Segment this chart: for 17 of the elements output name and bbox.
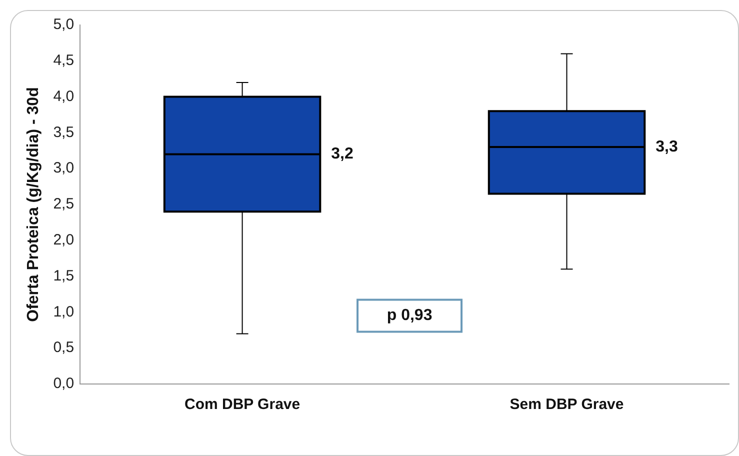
y-tick-label: 3,0 (53, 160, 74, 177)
y-tick-label: 4,0 (53, 88, 74, 105)
y-tick-label: 2,5 (53, 196, 74, 213)
annotation: p 0,93 (386, 307, 432, 324)
y-tick-label: 0,5 (53, 339, 74, 356)
x-tick-label: Sem DBP Grave (510, 396, 624, 414)
x-tick-label: Com DBP Grave (184, 396, 300, 414)
y-tick-label: 3,5 (53, 124, 74, 141)
y-tick-label: 0,0 (53, 375, 74, 392)
y-tick-label: 1,5 (53, 267, 74, 284)
text: 3,3 (656, 138, 678, 156)
y-tick-label: 1,0 (53, 303, 74, 320)
y-tick-label: 4,5 (53, 52, 74, 70)
text: 3,2 (331, 146, 354, 163)
y-tick-label: 2,0 (53, 232, 74, 249)
y-tick-label: 5,0 (53, 16, 74, 34)
y-axis-title: Oferta Proteica (g/Kg/dia) - 30d (25, 87, 42, 322)
